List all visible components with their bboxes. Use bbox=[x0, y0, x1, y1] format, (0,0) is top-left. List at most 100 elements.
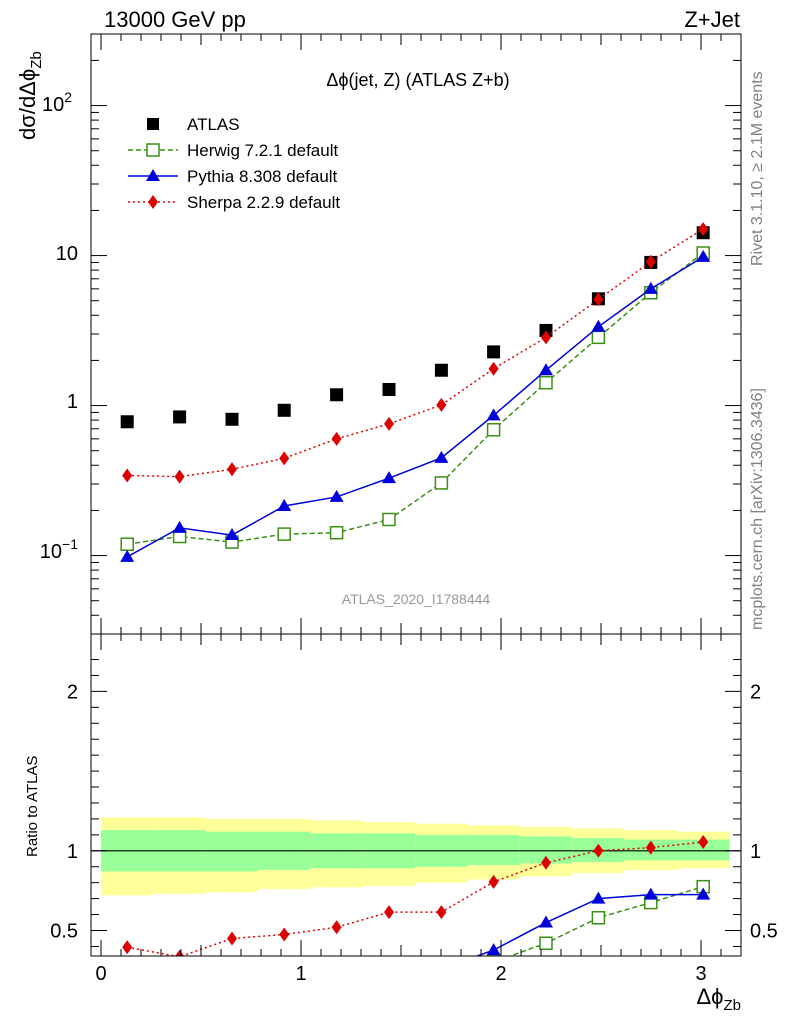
ratio-y-tick-label-right: 0.5 bbox=[750, 920, 778, 942]
x-axis-label: ΔϕZb bbox=[696, 984, 741, 1014]
legend-marker-pythia bbox=[146, 169, 160, 181]
ratio-panel: 0.5 0.5 1 1 2 2 0 1 2 3 Ratio to ATLAS ΔϕZb bbox=[24, 633, 778, 1014]
data-point-atlas bbox=[120, 415, 134, 429]
ratio-point-pythia bbox=[173, 974, 187, 986]
data-point-herwig bbox=[329, 525, 344, 540]
ratio-point-sherpa bbox=[488, 874, 499, 889]
data-point-atlas bbox=[330, 388, 344, 402]
ratio-y-tick-label: 2 bbox=[67, 681, 78, 703]
band-inner bbox=[205, 831, 258, 872]
y-label-subscript: Zb bbox=[28, 51, 45, 69]
legend-label-atlas: ATLAS bbox=[187, 115, 240, 134]
series-line-pythia bbox=[126, 256, 704, 558]
data-point-pythia bbox=[329, 489, 344, 502]
data-point-herwig bbox=[434, 476, 449, 490]
data-point-herwig bbox=[591, 330, 606, 345]
ratio-point-pythia bbox=[591, 891, 606, 904]
data-point-herwig bbox=[382, 512, 396, 527]
legend-entry-atlas: ATLAS bbox=[147, 115, 240, 134]
data-point-sherpa bbox=[645, 254, 656, 269]
header-left-label: 13000 GeV pp bbox=[104, 7, 246, 32]
ratio-point-sherpa bbox=[122, 940, 133, 955]
main-y-tick-label-100-exponent: 2 bbox=[64, 89, 72, 105]
main-y-tick-label-0.1-base: 10 bbox=[40, 541, 62, 563]
legend-marker-atlas bbox=[147, 118, 159, 130]
ratio-panel-frame bbox=[90, 633, 742, 957]
data-point-herwig bbox=[539, 375, 553, 390]
data-point-herwig bbox=[486, 422, 501, 437]
data-point-pythia bbox=[434, 450, 449, 463]
legend-entry-herwig: Herwig 7.2.1 default bbox=[128, 141, 338, 160]
data-point-pythia bbox=[172, 520, 187, 533]
plot-title: Δϕ(jet, Z) (ATLAS Z+b) bbox=[326, 70, 509, 90]
x-tick-label: 0 bbox=[95, 963, 106, 985]
legend-entry-pythia: Pythia 8.308 default bbox=[128, 167, 338, 186]
data-point-sherpa bbox=[174, 469, 185, 484]
data-point-sherpa bbox=[384, 416, 394, 431]
ratio-series bbox=[120, 835, 711, 997]
x-label-subscript: Zb bbox=[723, 997, 741, 1014]
ratio-point-pythia bbox=[382, 962, 396, 974]
legend-marker-sherpa bbox=[148, 195, 158, 209]
data-point-pythia bbox=[225, 528, 239, 541]
x-tick-labels: 0 1 2 3 bbox=[95, 963, 706, 985]
main-panel: 10−1 1 10 102 dσ/dΔϕZb Δϕ(jet, Z) (ATLAS… bbox=[15, 33, 742, 635]
legend: ATLAS Herwig 7.2.1 default Pythia 8.308 … bbox=[128, 115, 340, 212]
main-y-tick-label-100-base: 10 bbox=[42, 94, 64, 116]
ratio-y-tick-label: 1 bbox=[67, 841, 78, 863]
data-point-pythia bbox=[277, 499, 292, 512]
ratio-y-tick-label-right: 1 bbox=[750, 841, 761, 863]
ratio-point-herwig bbox=[278, 980, 290, 992]
data-point-sherpa bbox=[698, 222, 709, 237]
data-point-pythia bbox=[539, 363, 553, 376]
data-point-pythia bbox=[120, 549, 135, 562]
ratio-point-herwig bbox=[435, 976, 447, 988]
data-point-sherpa bbox=[436, 397, 447, 412]
data-point-pythia bbox=[382, 471, 396, 484]
ratio-axis-ticks bbox=[91, 634, 741, 956]
series-line-herwig bbox=[127, 252, 704, 545]
ratio-point-sherpa bbox=[384, 905, 394, 920]
legend-label-pythia: Pythia 8.308 default bbox=[187, 167, 338, 186]
main-y-axis-label: dσ/dΔϕZb bbox=[15, 51, 45, 140]
data-point-sherpa bbox=[331, 431, 342, 446]
data-point-atlas bbox=[434, 363, 448, 377]
ratio-point-sherpa bbox=[541, 855, 551, 870]
main-y-tick-label-0.1-exponent: −1 bbox=[62, 536, 78, 552]
ratio-point-pythia bbox=[120, 983, 134, 995]
band-inner bbox=[467, 834, 520, 866]
main-series bbox=[120, 222, 711, 562]
delta-glyph: Δϕ bbox=[15, 69, 40, 96]
ratio-point-herwig bbox=[383, 983, 395, 995]
data-point-pythia bbox=[591, 319, 606, 332]
ratio-point-herwig bbox=[591, 910, 606, 925]
ratio-point-sherpa bbox=[436, 905, 447, 920]
main-y-tick-label-10: 10 bbox=[56, 243, 78, 265]
ratio-y-axis-label: Ratio to ATLAS bbox=[24, 756, 41, 857]
ratio-point-sherpa bbox=[698, 835, 709, 850]
data-point-sherpa bbox=[541, 330, 551, 345]
ratio-point-pythia bbox=[486, 943, 501, 956]
legend-marker-herwig bbox=[146, 143, 160, 157]
ratio-point-pythia bbox=[696, 887, 711, 900]
legend-label-herwig: Herwig 7.2.1 default bbox=[187, 141, 338, 160]
sigma-glyph: σ bbox=[15, 114, 40, 128]
ratio-point-pythia bbox=[434, 962, 448, 974]
ratio-point-pythia bbox=[277, 967, 291, 979]
ratio-uncertainty-bands bbox=[101, 817, 730, 896]
ratio-point-sherpa bbox=[227, 931, 237, 946]
x-tick-label: 2 bbox=[495, 963, 506, 985]
main-axis-ticks bbox=[91, 33, 741, 635]
ratio-point-herwig bbox=[121, 980, 133, 992]
ratio-y-tick-labels: 0.5 0.5 1 1 2 2 bbox=[50, 681, 778, 942]
analysis-watermark: ATLAS_2020_I1788444 bbox=[342, 591, 491, 607]
x-tick-label: 1 bbox=[295, 963, 306, 985]
data-point-atlas bbox=[277, 403, 291, 417]
ratio-y-tick-label-right: 2 bbox=[750, 681, 761, 703]
ratio-point-herwig bbox=[331, 985, 343, 997]
data-point-pythia bbox=[643, 281, 658, 294]
legend-entry-sherpa: Sherpa 2.2.9 default bbox=[128, 193, 340, 212]
rivet-label: Rivet 3.1.10, ≥ 2.1M events bbox=[749, 71, 766, 266]
data-point-atlas bbox=[173, 410, 187, 424]
